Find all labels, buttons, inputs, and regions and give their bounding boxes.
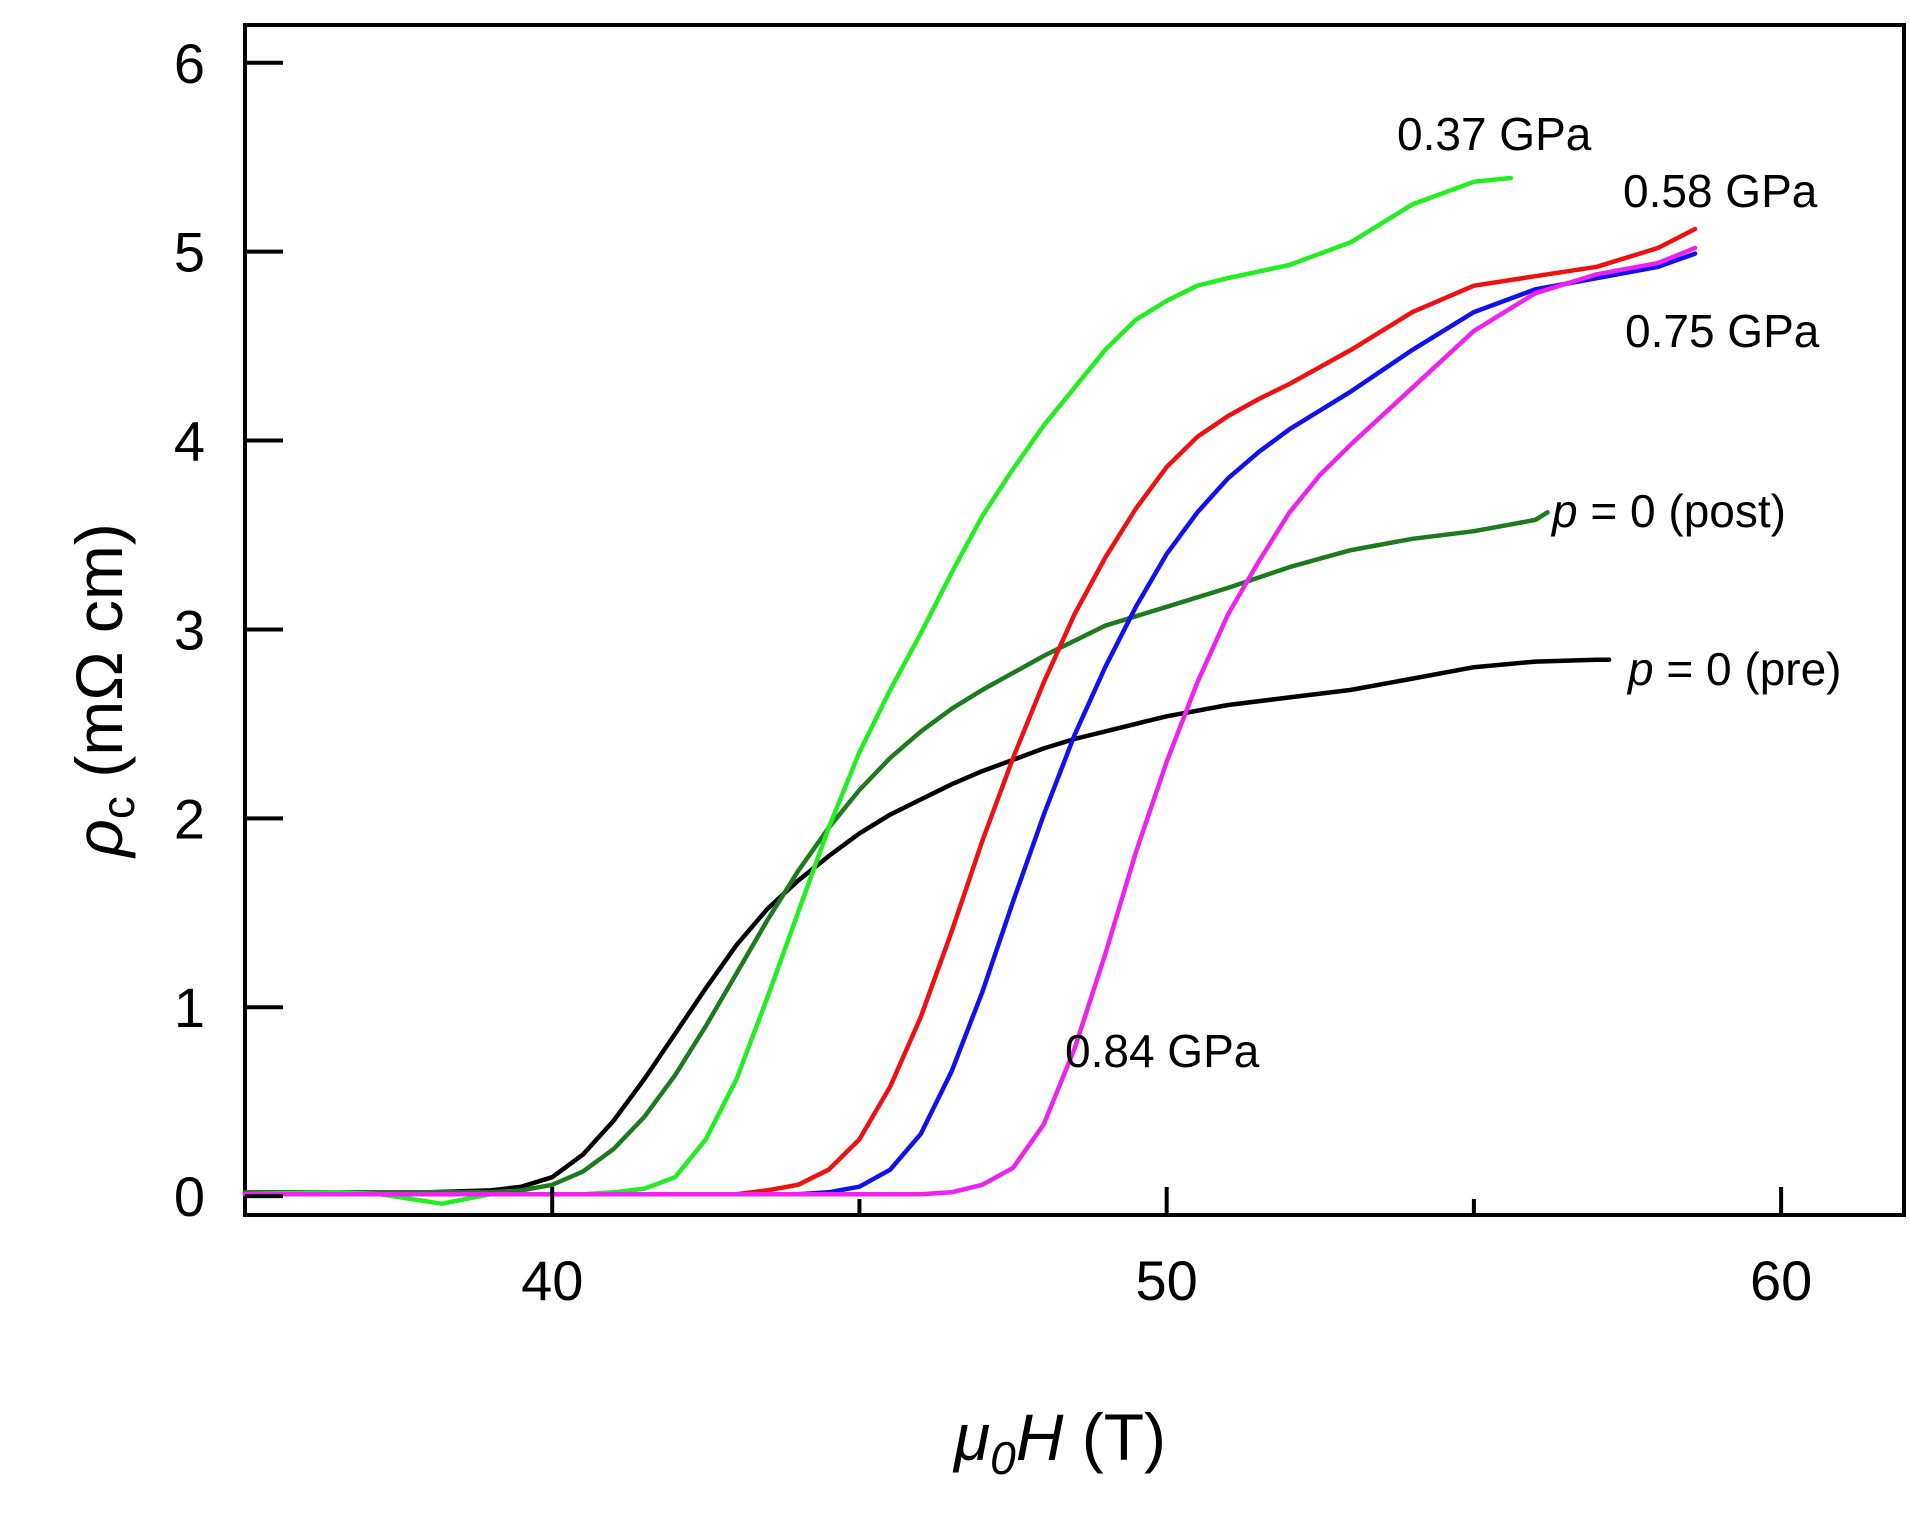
y-axis-symbol: ρ: [62, 819, 136, 859]
y-tick-label-1: 1: [174, 976, 205, 1039]
series-label-4: 0.75 GPa: [1625, 305, 1820, 357]
series-label-5: 0.84 GPa: [1065, 1025, 1260, 1077]
y-tick-label-6: 6: [174, 32, 205, 95]
series-label-0: p = 0 (pre): [1626, 643, 1842, 695]
series-label-2: 0.37 GPa: [1397, 108, 1592, 160]
y-axis-unit: (mΩ cm): [62, 523, 136, 796]
series-label-1: p = 0 (post): [1550, 485, 1786, 537]
series-line-4: [242, 251, 1698, 1197]
x-tick-label-1: 50: [1136, 1249, 1198, 1312]
x-axis-subscript: 0: [990, 1432, 1016, 1484]
plot-frame: [243, 23, 1906, 1217]
series-line-2: [242, 175, 1514, 1206]
series-label-3: 0.58 GPa: [1623, 165, 1818, 217]
y-tick-label-0: 0: [174, 1165, 205, 1228]
series-line-5: [242, 245, 1698, 1197]
x-tick-label-0: 40: [521, 1249, 583, 1312]
series-line-0: [242, 657, 1612, 1195]
x-axis-unit: (T): [1063, 1400, 1166, 1474]
series-layer: [242, 175, 1698, 1206]
x-axis-title: μ0H (T): [952, 1400, 1166, 1484]
y-tick-label-2: 2: [174, 787, 205, 850]
y-tick-label-3: 3: [174, 598, 205, 661]
series-line-3: [242, 226, 1698, 1197]
y-tick-label-4: 4: [174, 410, 205, 473]
x-axis-symbol: μ: [952, 1400, 990, 1474]
x-axis-variable: H: [1016, 1400, 1064, 1474]
y-axis-title: ρc (mΩ cm): [62, 523, 144, 859]
y-axis-subscript: c: [92, 796, 144, 819]
x-tick-label-2: 60: [1750, 1249, 1812, 1312]
y-tick-label-5: 5: [174, 221, 205, 284]
series-line-1: [242, 510, 1550, 1195]
